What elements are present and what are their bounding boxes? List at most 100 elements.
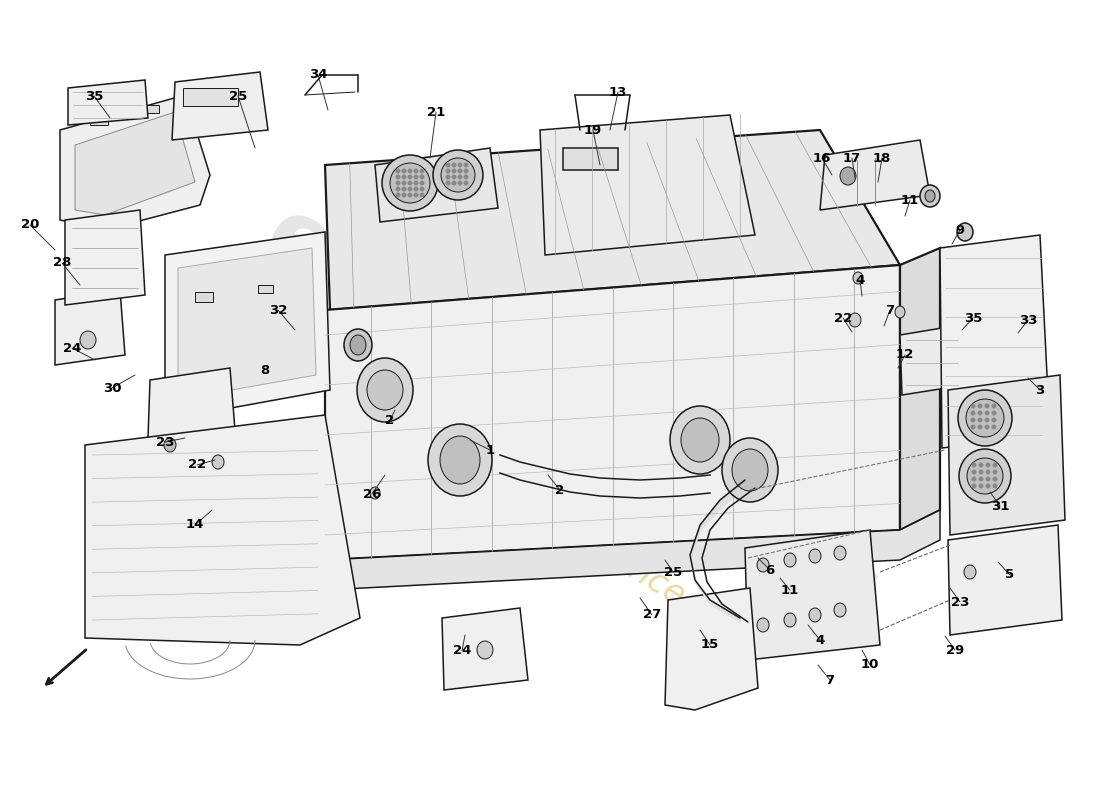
Polygon shape [745,530,880,660]
Polygon shape [60,95,210,230]
Ellipse shape [433,150,483,200]
Ellipse shape [414,193,418,198]
Polygon shape [55,290,125,365]
Ellipse shape [464,181,469,186]
Ellipse shape [834,546,846,560]
Ellipse shape [408,193,412,198]
Text: 2: 2 [556,483,564,497]
Text: 10: 10 [861,658,879,671]
Text: 28: 28 [53,257,72,270]
Ellipse shape [164,438,176,452]
Ellipse shape [979,484,983,488]
Polygon shape [172,72,268,140]
Polygon shape [948,375,1065,535]
Ellipse shape [986,470,990,474]
Ellipse shape [344,329,372,361]
Polygon shape [940,235,1050,448]
Polygon shape [666,588,758,710]
Text: 16: 16 [813,151,832,165]
Ellipse shape [382,155,438,211]
Ellipse shape [971,470,976,474]
Ellipse shape [414,186,418,191]
Ellipse shape [402,174,406,179]
Bar [563,148,618,170]
Ellipse shape [966,399,1004,437]
Text: 22: 22 [188,458,206,471]
Ellipse shape [370,487,379,499]
Text: 7: 7 [886,303,894,317]
Polygon shape [324,265,900,560]
Text: 19: 19 [584,123,602,137]
Ellipse shape [971,425,976,429]
Ellipse shape [414,181,418,186]
Ellipse shape [971,477,976,481]
Ellipse shape [971,484,976,488]
Ellipse shape [959,449,1011,503]
Ellipse shape [992,418,997,422]
Text: a passion for parts since 1985: a passion for parts since 1985 [328,369,772,663]
Ellipse shape [971,462,976,467]
Ellipse shape [925,190,935,202]
Text: 18: 18 [872,151,891,165]
Ellipse shape [979,462,983,467]
Text: 24: 24 [63,342,81,354]
Text: 6: 6 [766,563,774,577]
Text: 17: 17 [843,151,861,165]
Text: 27: 27 [642,609,661,622]
Ellipse shape [979,470,983,474]
Ellipse shape [732,449,768,491]
Ellipse shape [402,193,406,198]
Polygon shape [900,325,965,395]
Ellipse shape [446,181,450,186]
Ellipse shape [440,436,480,484]
Ellipse shape [849,313,861,327]
Bar [183,88,238,106]
Polygon shape [900,248,940,530]
Ellipse shape [986,462,990,467]
Ellipse shape [452,174,456,179]
Ellipse shape [978,411,982,415]
Polygon shape [442,608,528,690]
Text: 23: 23 [156,435,174,449]
Ellipse shape [722,438,778,502]
Ellipse shape [408,174,412,179]
Ellipse shape [971,418,976,422]
Polygon shape [540,115,755,255]
Ellipse shape [834,603,846,617]
Text: 22: 22 [834,311,852,325]
Ellipse shape [971,411,976,415]
Ellipse shape [420,169,425,174]
Text: 25: 25 [664,566,682,578]
Ellipse shape [993,477,998,481]
Ellipse shape [402,186,406,191]
Text: 29: 29 [946,643,964,657]
Ellipse shape [458,181,462,186]
Ellipse shape [420,181,425,186]
Ellipse shape [464,174,469,179]
Ellipse shape [396,174,400,179]
Ellipse shape [458,162,462,167]
Ellipse shape [80,331,96,349]
Ellipse shape [852,272,864,284]
Ellipse shape [350,335,366,355]
Bar [258,285,273,293]
Ellipse shape [452,169,456,174]
Text: 2: 2 [385,414,395,426]
Ellipse shape [402,169,406,174]
Ellipse shape [446,162,450,167]
Ellipse shape [992,404,997,408]
Text: 20: 20 [21,218,40,231]
Text: 25: 25 [229,90,248,102]
Text: 14: 14 [186,518,205,531]
Ellipse shape [979,477,983,481]
Ellipse shape [986,484,990,488]
Ellipse shape [784,553,796,567]
Text: 32: 32 [268,303,287,317]
Ellipse shape [477,641,493,659]
Ellipse shape [967,458,1003,494]
Polygon shape [75,112,195,215]
Bar [90,115,108,125]
Ellipse shape [396,193,400,198]
Ellipse shape [984,411,989,415]
Ellipse shape [964,565,976,579]
